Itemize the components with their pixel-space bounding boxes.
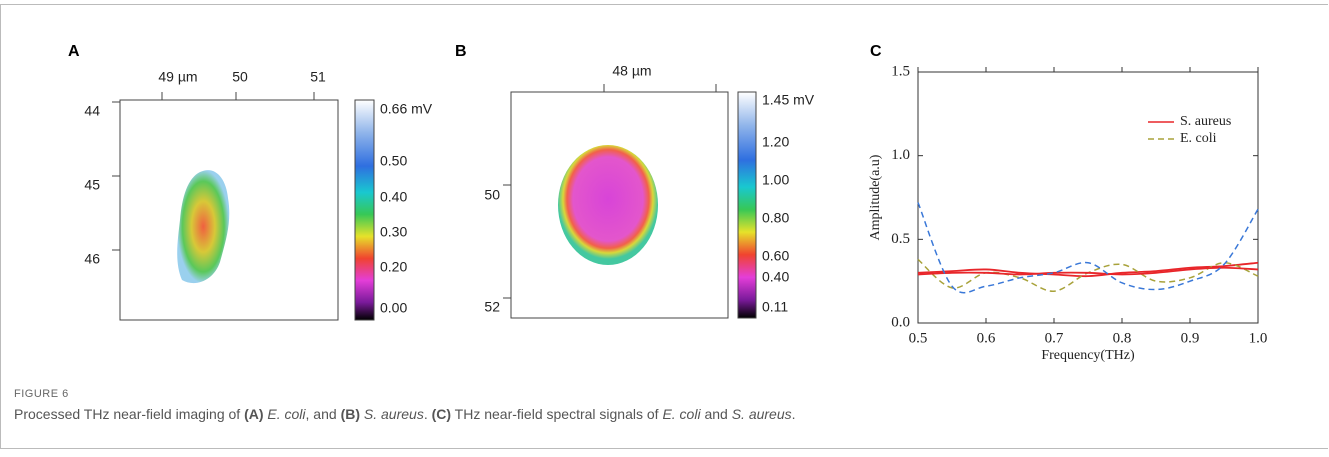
legend-label: S. aureus	[1180, 114, 1231, 129]
colorbar-label: 0.30	[380, 224, 407, 240]
bacterium-image	[558, 145, 658, 265]
caption-text: (A)	[244, 406, 264, 422]
colorbar-label: 1.00	[762, 172, 789, 188]
panel-label: C	[870, 43, 882, 60]
caption-text: THz near-field spectral signals of	[451, 406, 663, 422]
colorbar	[737, 91, 757, 319]
figure-frame	[0, 4, 1328, 449]
figure-number: FIGURE 6	[14, 388, 69, 400]
caption-text: .	[423, 406, 432, 422]
x-tick-label: 0.8	[1113, 330, 1132, 346]
bacterium-image	[177, 170, 230, 284]
data-line	[917, 261, 1259, 278]
y-tick-label: 52	[484, 299, 500, 315]
colorbar-label: 0.40	[380, 189, 407, 205]
y-axis-label: Amplitude(a.u)	[868, 154, 883, 240]
y-tick-label: 1.0	[891, 147, 910, 163]
x-tick-label: 0.9	[1181, 330, 1200, 346]
y-tick-label: 0.5	[891, 231, 910, 247]
caption-text: S. aureus	[363, 406, 424, 422]
colorbar-label: 0.11	[762, 299, 788, 315]
y-tick-label: 0.0	[891, 314, 910, 330]
colorbar-label: 1.45 mV	[762, 92, 815, 108]
colorbar-label: 0.20	[380, 259, 407, 275]
caption-text: E. coli	[267, 406, 306, 422]
plot-frame	[917, 71, 1259, 324]
x-tick-label: 0.5	[909, 330, 928, 346]
colorbar-label: 0.00	[380, 300, 407, 316]
caption: Processed THz near-field imaging of (A) …	[14, 406, 796, 422]
panel-label: B	[455, 43, 467, 60]
y-tick-label: 46	[84, 251, 100, 267]
y-tick-label: 45	[84, 177, 100, 193]
x-tick-label: 51	[310, 69, 326, 85]
colorbar-label: 0.50	[380, 153, 407, 169]
panel-label: A	[68, 43, 80, 60]
y-tick-label: 1.5	[891, 63, 910, 79]
legend-label: E. coli	[1180, 131, 1217, 146]
x-tick-label: 0.6	[977, 330, 996, 346]
caption-text: (C)	[431, 406, 452, 422]
figure: A 49 µm 50 51 44 45 46 0.66 mV 0.50 0.40…	[68, 43, 1267, 363]
caption-text: S. aureus	[731, 406, 792, 422]
line-chart: 0.5 0.6 0.7 0.8 0.9 1.00.00.51.01.5Frequency(…	[868, 63, 1267, 363]
data-line	[917, 266, 1259, 276]
caption-text: E. coli	[662, 406, 701, 422]
colorbar-label: 0.66 mV	[380, 101, 433, 117]
colorbar-label: 0.40	[762, 269, 789, 285]
caption-text: (B)	[340, 406, 360, 422]
colorbar-label: 0.60	[762, 248, 789, 264]
colorbar-label: 0.80	[762, 210, 789, 226]
colorbar-label: 1.20	[762, 134, 789, 150]
x-axis-label: Frequency(THz)	[1041, 348, 1135, 363]
y-tick-label: 44	[84, 103, 100, 119]
x-tick-label: 48 µm	[612, 63, 651, 79]
x-tick-label: 1.0	[1249, 330, 1268, 346]
caption-text: and	[700, 406, 732, 422]
x-tick-label: 0.7	[1045, 330, 1064, 346]
caption-text: , and	[305, 406, 341, 422]
x-tick-label: 49 µm	[158, 69, 197, 85]
caption-text: Processed THz near-field imaging of	[14, 406, 245, 422]
colorbar	[354, 99, 375, 321]
data-line	[917, 202, 1259, 294]
x-tick-label: 50	[232, 69, 248, 85]
caption-text: .	[791, 406, 796, 422]
y-tick-label: 50	[484, 187, 500, 203]
